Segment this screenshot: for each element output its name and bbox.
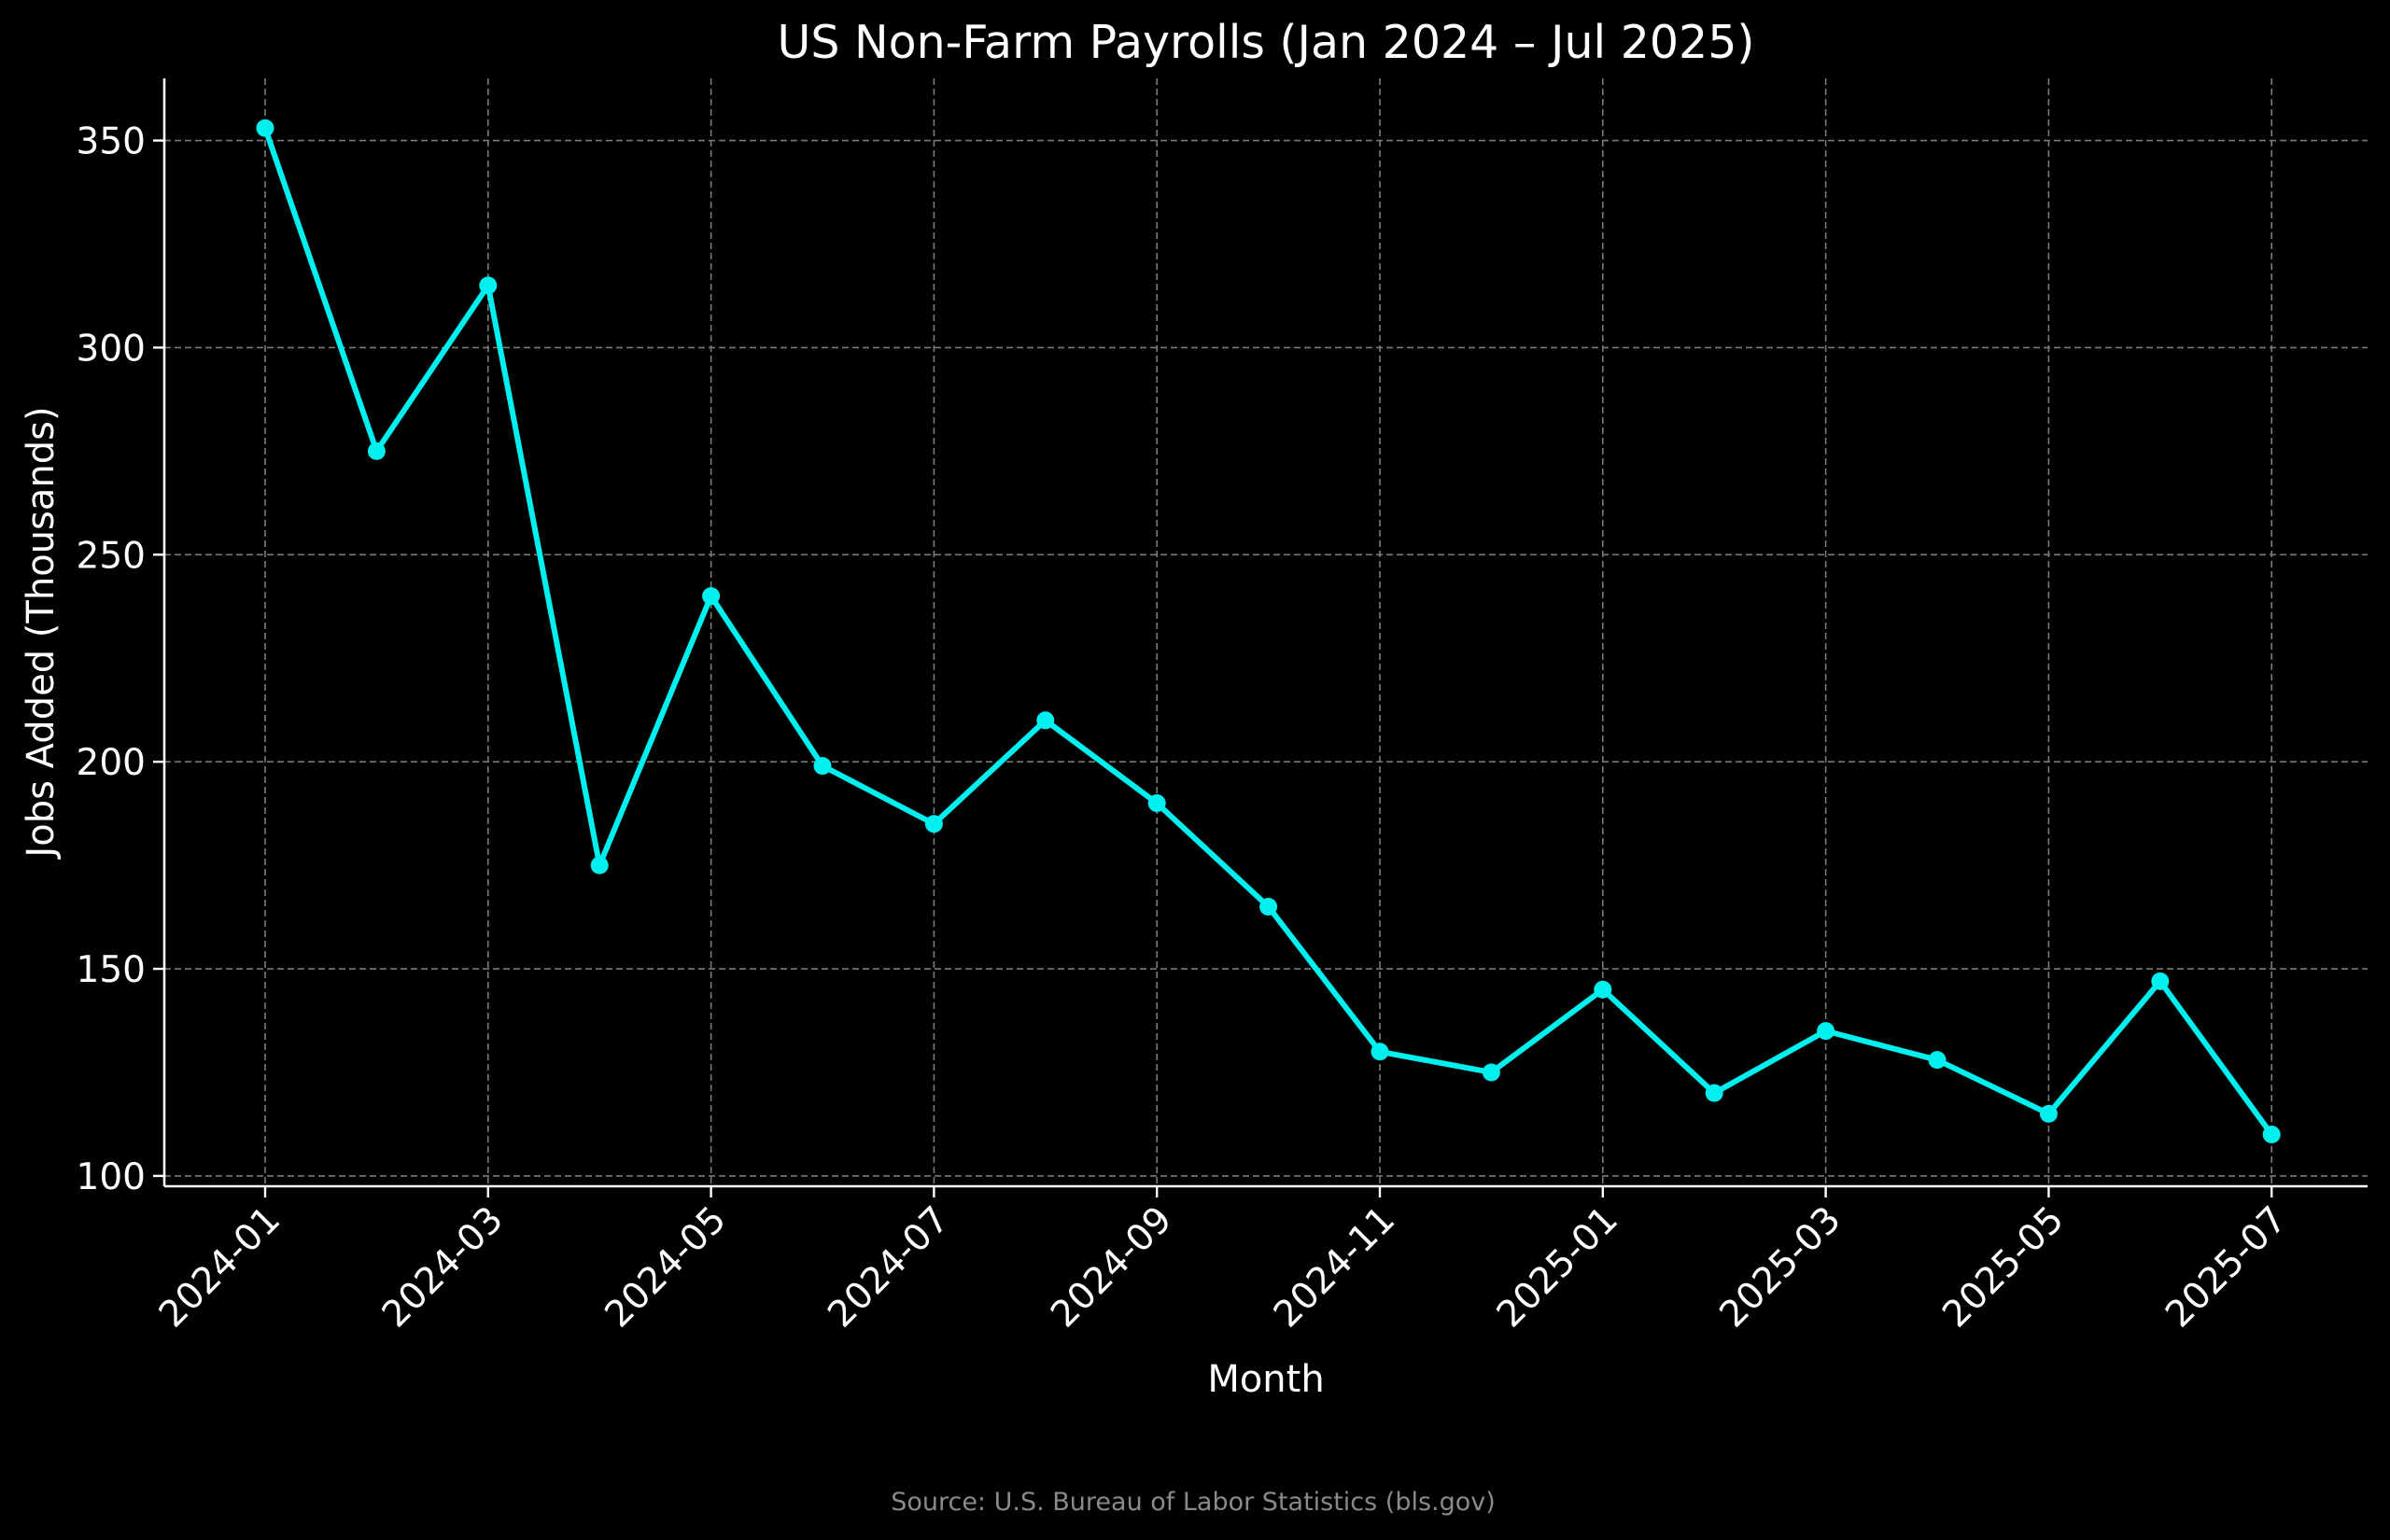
data-point-2025-04 — [1928, 1051, 1947, 1070]
source-note: Source: U.S. Bureau of Labor Statistics … — [891, 1488, 1496, 1517]
y-tick-label: 350 — [77, 121, 146, 163]
data-point-2024-09 — [1147, 794, 1166, 813]
data-point-2024-10 — [1259, 897, 1278, 916]
data-point-2024-06 — [813, 757, 832, 776]
data-point-2024-02 — [367, 441, 386, 460]
data-point-2024-11 — [1371, 1043, 1389, 1061]
data-point-2024-12 — [1482, 1063, 1500, 1082]
chart-title: US Non-Farm Payrolls (Jan 2024 – Jul 202… — [777, 16, 1754, 69]
data-point-2025-02 — [1705, 1084, 1723, 1102]
series-line-group — [256, 119, 2281, 1144]
data-point-2024-03 — [479, 276, 498, 295]
data-point-2025-07 — [2262, 1126, 2281, 1144]
data-point-2024-04 — [590, 856, 609, 875]
data-point-2025-05 — [2039, 1104, 2058, 1123]
data-point-2024-05 — [702, 587, 721, 606]
y-tick-label: 250 — [77, 535, 146, 577]
data-point-2025-03 — [1817, 1022, 1835, 1041]
grid — [164, 78, 2368, 1186]
data-point-2024-08 — [1036, 711, 1055, 730]
y-tick-label: 200 — [77, 742, 146, 784]
y-axis-label: Jobs Added (Thousands) — [20, 406, 63, 860]
data-point-2025-06 — [2151, 972, 2170, 990]
y-tick-label: 100 — [77, 1156, 146, 1198]
x-axis-label: Month — [1207, 1358, 1324, 1401]
y-tick-label: 300 — [77, 328, 146, 370]
data-point-2025-01 — [1594, 980, 1612, 999]
y-tick-label: 150 — [77, 949, 146, 991]
data-point-2024-01 — [256, 119, 274, 137]
data-point-2024-07 — [924, 815, 943, 833]
